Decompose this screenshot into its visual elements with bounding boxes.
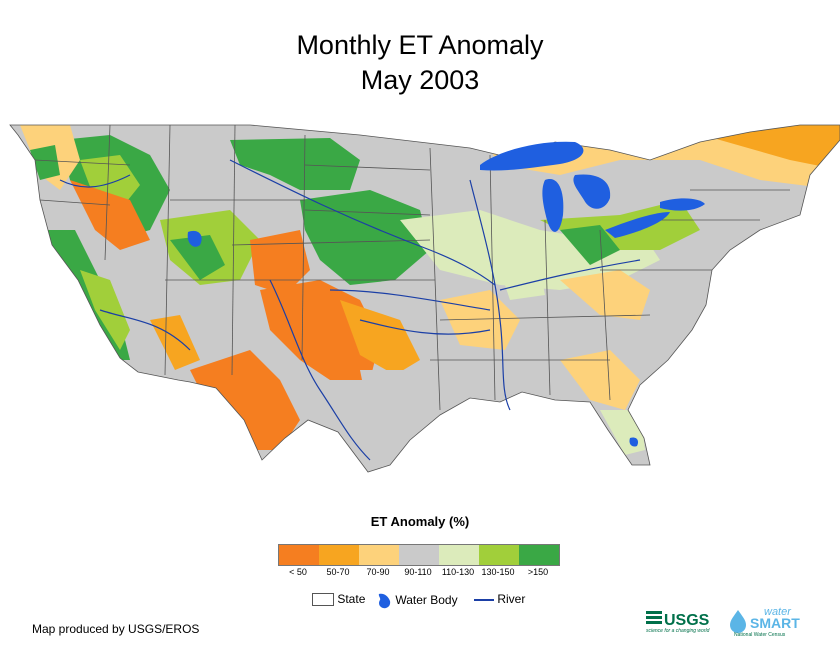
water-wordmark: water <box>764 606 792 618</box>
river-line-icon <box>474 598 494 601</box>
lake-michigan <box>542 179 564 232</box>
legend-tick-label: 130-150 <box>481 567 515 577</box>
rivers <box>59 159 641 461</box>
lake-ontario <box>660 198 705 211</box>
legend-tick-label: < 50 <box>289 567 307 577</box>
legend-title: ET Anomaly (%) <box>370 514 470 529</box>
watersmart-tagline: National Water Census <box>734 632 786 638</box>
legend-tick-label: 70-90 <box>366 567 390 577</box>
lake-erie <box>605 212 670 238</box>
legend-swatch <box>439 545 479 565</box>
key-state: State <box>312 592 366 607</box>
et-anomaly-map <box>9 124 840 473</box>
state-symbol <box>312 593 334 607</box>
legend-swatch <box>319 545 359 565</box>
key-state-label: State <box>337 592 366 606</box>
lake-superior <box>480 141 584 171</box>
usgs-wordmark: USGS <box>664 612 710 629</box>
legend-swatch <box>399 545 439 565</box>
key-river-label: River <box>497 592 526 606</box>
legend-tick-label: 50-70 <box>326 567 350 577</box>
key-water-body-label: Water Body <box>395 593 458 608</box>
watersmart-logo: water SMART National Water Census <box>730 606 800 638</box>
smart-wordmark: SMART <box>750 615 800 631</box>
legend-color-bar <box>278 544 560 566</box>
key-water-body: Water Body <box>376 592 458 610</box>
legend-tick-label: 90-110 <box>404 567 432 577</box>
usgs-logo: USGS science for a changing world <box>646 611 710 634</box>
water-drop-icon <box>378 593 391 609</box>
legend-swatch <box>479 545 519 565</box>
usgs-tagline: science for a changing world <box>646 628 710 634</box>
legend-tick-label: 110-130 <box>441 567 475 577</box>
great-salt-lake <box>187 230 202 247</box>
legend-tick-label: >150 <box>527 567 549 577</box>
map-subtitle: May 2003 <box>360 65 480 95</box>
map-credit: Map produced by USGS/EROS <box>32 622 200 636</box>
key-river: River <box>474 592 525 606</box>
lake-okeechobee <box>629 437 639 447</box>
legend-swatch <box>359 545 399 565</box>
state-boundaries <box>9 124 840 473</box>
legend-swatch <box>279 545 319 565</box>
water-bodies <box>187 141 705 447</box>
legend-swatch <box>519 545 559 565</box>
lake-huron <box>573 174 611 209</box>
map-title: Monthly ET Anomaly <box>296 30 544 60</box>
